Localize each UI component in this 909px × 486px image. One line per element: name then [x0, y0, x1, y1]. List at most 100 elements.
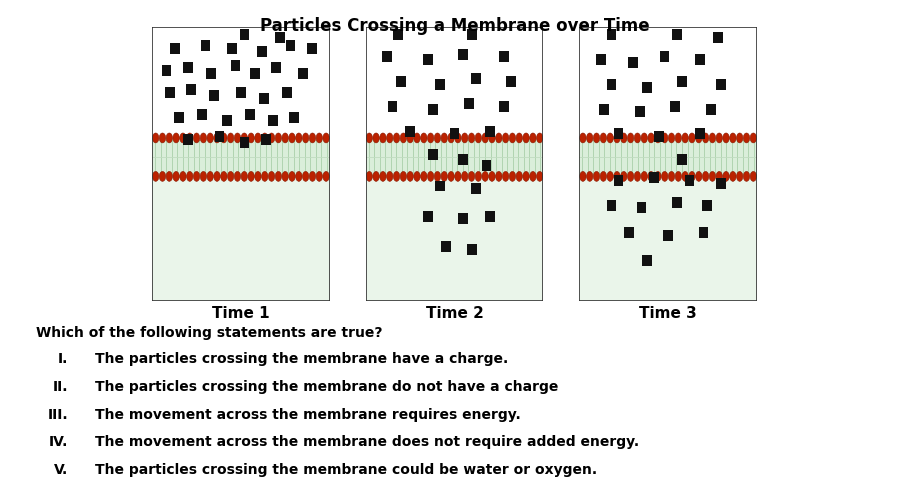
- Circle shape: [621, 172, 627, 181]
- Bar: [580, 27, 756, 138]
- Circle shape: [441, 172, 447, 181]
- Bar: [170, 43, 180, 54]
- Bar: [624, 227, 634, 238]
- Circle shape: [462, 133, 468, 143]
- Circle shape: [289, 172, 295, 181]
- Circle shape: [716, 172, 723, 181]
- Circle shape: [414, 172, 420, 181]
- Bar: [654, 131, 664, 142]
- Bar: [499, 52, 509, 62]
- Bar: [423, 211, 433, 222]
- Bar: [231, 60, 241, 70]
- Bar: [606, 200, 616, 211]
- Circle shape: [380, 133, 386, 143]
- Circle shape: [703, 172, 709, 181]
- Circle shape: [373, 133, 379, 143]
- Circle shape: [200, 172, 206, 181]
- Circle shape: [214, 133, 220, 143]
- Bar: [365, 138, 543, 176]
- Circle shape: [454, 133, 461, 143]
- Bar: [272, 62, 281, 73]
- Bar: [259, 93, 269, 104]
- Circle shape: [730, 133, 736, 143]
- Bar: [450, 128, 459, 139]
- Circle shape: [475, 133, 482, 143]
- Circle shape: [448, 172, 454, 181]
- Circle shape: [750, 133, 756, 143]
- Circle shape: [689, 133, 695, 143]
- Bar: [614, 175, 624, 186]
- Circle shape: [648, 133, 654, 143]
- Circle shape: [323, 172, 329, 181]
- Circle shape: [594, 133, 600, 143]
- Circle shape: [235, 133, 241, 143]
- Bar: [458, 49, 468, 60]
- Bar: [153, 176, 330, 301]
- Bar: [485, 211, 494, 222]
- Circle shape: [695, 133, 702, 143]
- Circle shape: [621, 133, 627, 143]
- Circle shape: [394, 172, 400, 181]
- Circle shape: [441, 133, 447, 143]
- Circle shape: [380, 172, 386, 181]
- Circle shape: [462, 172, 468, 181]
- Circle shape: [194, 172, 200, 181]
- Circle shape: [468, 172, 474, 181]
- Circle shape: [627, 172, 634, 181]
- Bar: [240, 30, 249, 40]
- Bar: [261, 134, 271, 145]
- Bar: [289, 112, 299, 123]
- Bar: [209, 90, 219, 101]
- Circle shape: [482, 133, 488, 143]
- Circle shape: [736, 133, 743, 143]
- Bar: [396, 76, 406, 87]
- Bar: [458, 213, 468, 225]
- Circle shape: [744, 133, 750, 143]
- Circle shape: [586, 133, 593, 143]
- Circle shape: [716, 133, 723, 143]
- Bar: [174, 112, 184, 123]
- Text: Particles Crossing a Membrane over Time: Particles Crossing a Membrane over Time: [260, 17, 649, 35]
- Circle shape: [295, 172, 302, 181]
- Circle shape: [709, 172, 715, 181]
- Circle shape: [736, 172, 743, 181]
- Circle shape: [248, 172, 255, 181]
- Circle shape: [289, 133, 295, 143]
- Circle shape: [682, 172, 688, 181]
- Bar: [670, 101, 680, 112]
- Circle shape: [153, 133, 159, 143]
- Circle shape: [509, 172, 515, 181]
- Bar: [205, 68, 215, 79]
- Circle shape: [421, 172, 427, 181]
- Bar: [677, 76, 687, 87]
- Circle shape: [662, 172, 668, 181]
- Circle shape: [303, 133, 309, 143]
- Bar: [499, 101, 509, 112]
- Circle shape: [689, 172, 695, 181]
- Circle shape: [536, 172, 543, 181]
- Circle shape: [503, 172, 509, 181]
- Bar: [227, 43, 237, 54]
- Circle shape: [262, 133, 268, 143]
- Bar: [482, 160, 491, 171]
- Circle shape: [435, 133, 441, 143]
- Circle shape: [468, 133, 474, 143]
- Circle shape: [282, 172, 288, 181]
- Circle shape: [207, 172, 214, 181]
- Bar: [506, 76, 516, 87]
- Text: V.: V.: [54, 463, 68, 477]
- Bar: [250, 68, 260, 79]
- Bar: [307, 43, 316, 54]
- Bar: [268, 115, 277, 125]
- Circle shape: [675, 172, 682, 181]
- Circle shape: [386, 172, 393, 181]
- Circle shape: [323, 133, 329, 143]
- Bar: [695, 54, 704, 65]
- Bar: [393, 30, 403, 40]
- Bar: [716, 178, 726, 189]
- Bar: [485, 125, 494, 137]
- Bar: [636, 203, 646, 213]
- Circle shape: [200, 133, 206, 143]
- Circle shape: [173, 133, 179, 143]
- Circle shape: [400, 172, 406, 181]
